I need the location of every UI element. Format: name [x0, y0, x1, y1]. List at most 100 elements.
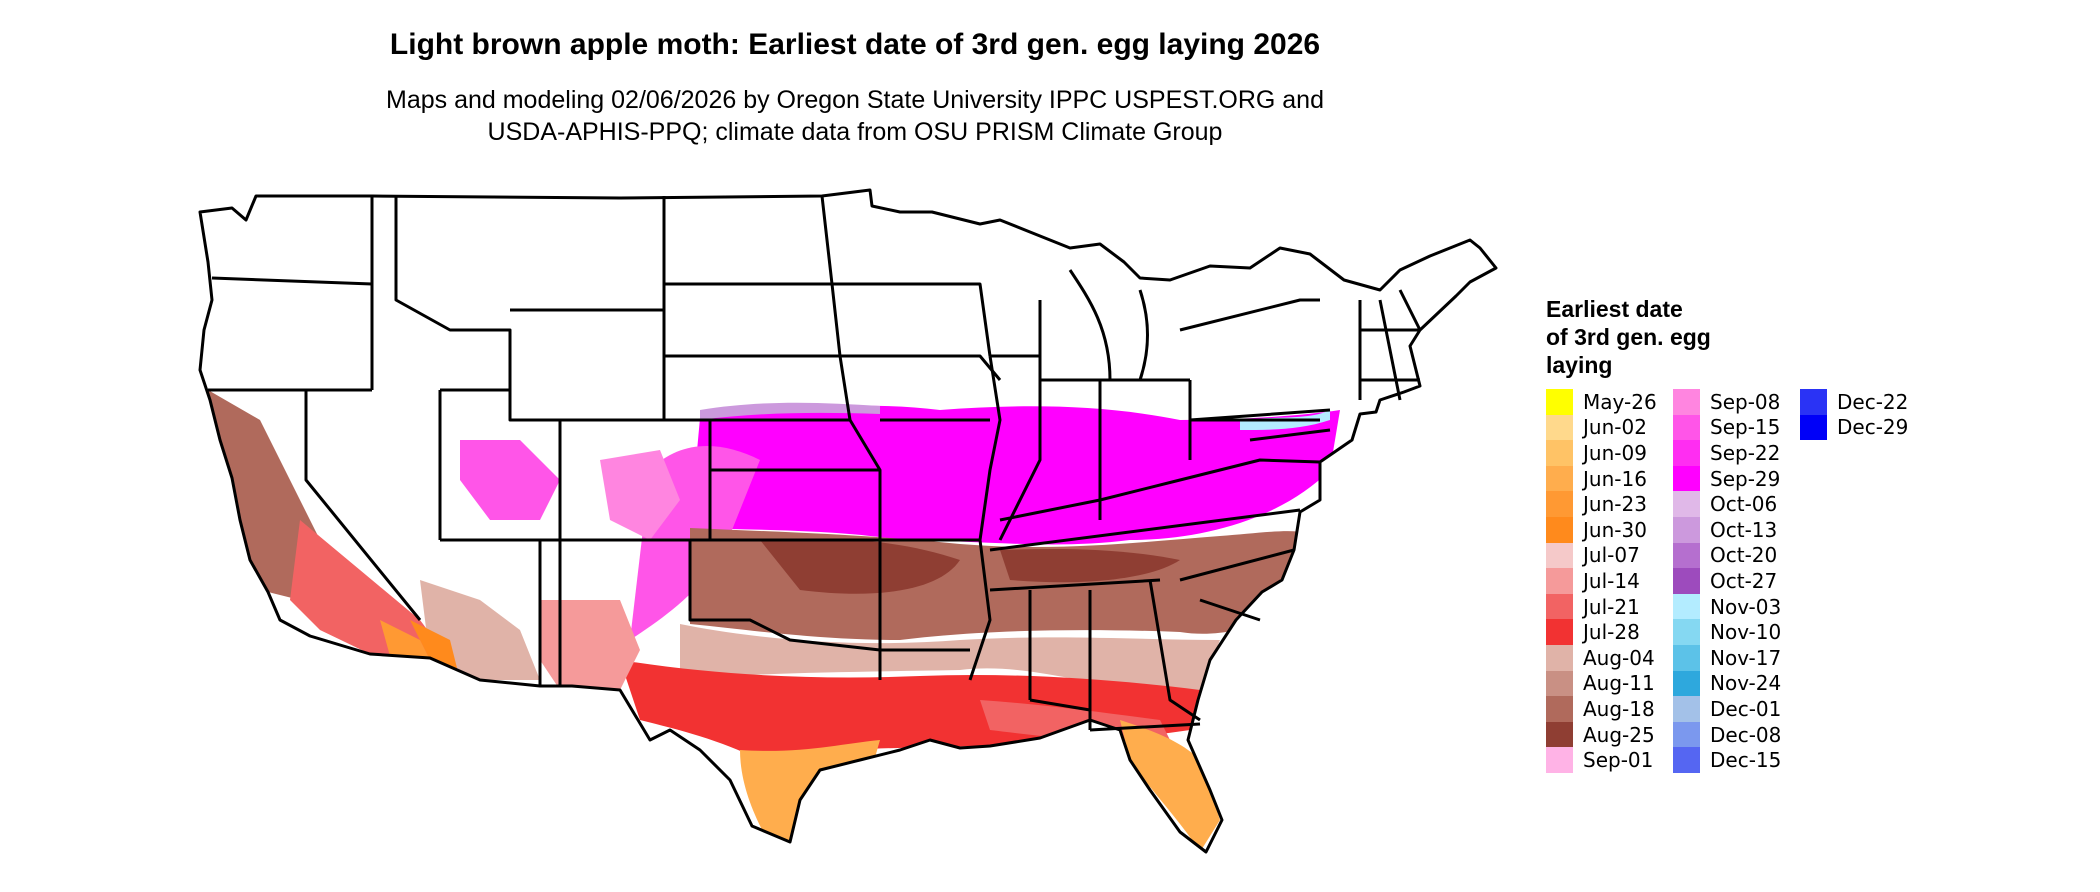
legend-item: Oct-13 [1673, 516, 1781, 543]
legend-label: Nov-24 [1710, 671, 1782, 696]
legend-label: Jul-14 [1583, 568, 1640, 593]
map-title: Light brown apple moth: Earliest date of… [389, 28, 1321, 61]
legend-swatch [1673, 542, 1700, 569]
legend-item: Sep-15 [1673, 414, 1781, 441]
legend-swatch [1546, 721, 1573, 748]
legend-title: Earliest date of 3rd gen. egg laying [1546, 295, 1776, 379]
legend-swatch [1546, 516, 1573, 543]
legend-label: Jun-02 [1583, 415, 1647, 440]
legend-swatch [1800, 389, 1827, 415]
legend-title-line-1: Earliest date [1546, 296, 1683, 322]
legend-swatch [1546, 465, 1573, 492]
legend-swatch [1546, 491, 1573, 517]
legend-swatch [1546, 542, 1573, 569]
legend-label: Jun-16 [1583, 466, 1647, 491]
state-boundaries [198, 188, 1498, 854]
legend-swatch [1673, 696, 1700, 722]
legend-item: Jul-28 [1546, 619, 1657, 645]
legend-item: Jun-23 [1546, 491, 1657, 517]
legend-item: Sep-08 [1673, 389, 1781, 415]
legend-item: Aug-18 [1546, 696, 1657, 722]
legend-item: Oct-06 [1673, 491, 1781, 517]
legend-swatch [1673, 670, 1700, 697]
legend-label: Aug-11 [1583, 671, 1655, 696]
legend-item: Sep-01 [1546, 747, 1657, 773]
legend-swatch [1546, 414, 1573, 441]
legend-label: Sep-08 [1710, 389, 1781, 414]
legend-item: Dec-15 [1673, 747, 1781, 773]
legend-item: Nov-17 [1673, 644, 1782, 671]
legend-swatch [1673, 465, 1700, 492]
legend-item: Jun-16 [1546, 465, 1657, 492]
legend-label: Jun-09 [1583, 440, 1647, 465]
legend-swatch [1673, 747, 1700, 773]
legend-label: Oct-06 [1710, 492, 1778, 517]
legend-label: Oct-13 [1710, 517, 1778, 542]
legend-item: Jul-07 [1546, 542, 1657, 569]
legend-swatch [1673, 568, 1700, 594]
legend-label: Aug-04 [1583, 645, 1655, 670]
legend-item: Aug-04 [1546, 644, 1657, 671]
legend-swatch [1673, 593, 1700, 620]
legend-swatch [1546, 568, 1573, 594]
legend-item: Dec-22 [1800, 389, 1908, 415]
legend-label: Jul-21 [1583, 594, 1640, 619]
legend-swatch [1546, 670, 1573, 697]
legend-label: Nov-03 [1710, 594, 1782, 619]
legend-column: Dec-22 Dec-29 [1800, 389, 1909, 441]
legend-item: Jun-09 [1546, 440, 1657, 466]
legend-item: Nov-10 [1673, 619, 1781, 645]
legend-item: Oct-27 [1673, 568, 1781, 594]
legend-swatch [1673, 414, 1700, 441]
legend-label: Dec-29 [1837, 415, 1909, 440]
legend-item: Nov-03 [1673, 593, 1782, 620]
legend-label: Sep-01 [1583, 748, 1654, 773]
legend: May-26 Jun-02 Jun-09 Jun-16 Jun-23 Jun-30 Jul-… [1546, 389, 2096, 789]
legend-label: May-26 [1583, 389, 1657, 414]
legend-swatch [1546, 389, 1573, 415]
legend-label: Jul-28 [1583, 620, 1640, 645]
legend-label: Jul-07 [1583, 543, 1640, 568]
legend-swatch [1673, 440, 1700, 466]
legend-label: Dec-01 [1710, 696, 1782, 721]
legend-swatch [1673, 619, 1700, 645]
legend-swatch [1673, 721, 1700, 748]
us-map [198, 188, 1498, 854]
legend-swatch [1800, 414, 1827, 441]
legend-item: Jul-21 [1546, 593, 1657, 620]
legend-label: Nov-10 [1710, 620, 1782, 645]
legend-item: Sep-22 [1673, 440, 1781, 466]
model-color-bands [208, 390, 1340, 852]
legend-swatch [1673, 389, 1700, 415]
legend-label: Jun-23 [1583, 492, 1647, 517]
legend-column: May-26 Jun-02 Jun-09 Jun-16 Jun-23 Jun-30 Jul-… [1546, 389, 1657, 773]
legend-column: Sep-08 Sep-15 Sep-22 Sep-29 Oct-06 Oct-13 Oct-… [1673, 389, 1781, 773]
legend-swatch [1673, 644, 1700, 671]
legend-label: Dec-08 [1710, 722, 1782, 747]
legend-swatch [1546, 440, 1573, 466]
legend-swatch [1546, 747, 1573, 773]
legend-label: Aug-25 [1583, 722, 1655, 747]
legend-swatch [1546, 593, 1573, 620]
legend-item: Aug-25 [1546, 721, 1657, 748]
legend-swatch [1546, 644, 1573, 671]
legend-label: Oct-20 [1710, 543, 1778, 568]
legend-item: Jun-30 [1546, 516, 1657, 543]
legend-label: Sep-29 [1710, 466, 1781, 491]
legend-item: Jun-02 [1546, 414, 1657, 441]
legend-item: Aug-11 [1546, 670, 1657, 697]
legend-label: Dec-22 [1837, 389, 1909, 414]
legend-label: Nov-17 [1710, 645, 1782, 670]
legend-swatch [1546, 619, 1573, 645]
legend-swatch [1546, 696, 1573, 722]
legend-item: Oct-20 [1673, 542, 1781, 569]
legend-title-line-2: of 3rd gen. egg [1546, 324, 1711, 350]
map-subtitle: Maps and modeling 02/06/2026 by Oregon S… [0, 84, 1710, 148]
subtitle-line-1: Maps and modeling 02/06/2026 by Oregon S… [386, 86, 1324, 114]
legend-label: Aug-18 [1583, 696, 1655, 721]
legend-item: Dec-01 [1673, 696, 1781, 722]
legend-item: Jul-14 [1546, 568, 1657, 594]
legend-item: Nov-24 [1673, 670, 1782, 697]
legend-title-line-3: laying [1546, 352, 1613, 378]
legend-label: Oct-27 [1710, 568, 1778, 593]
